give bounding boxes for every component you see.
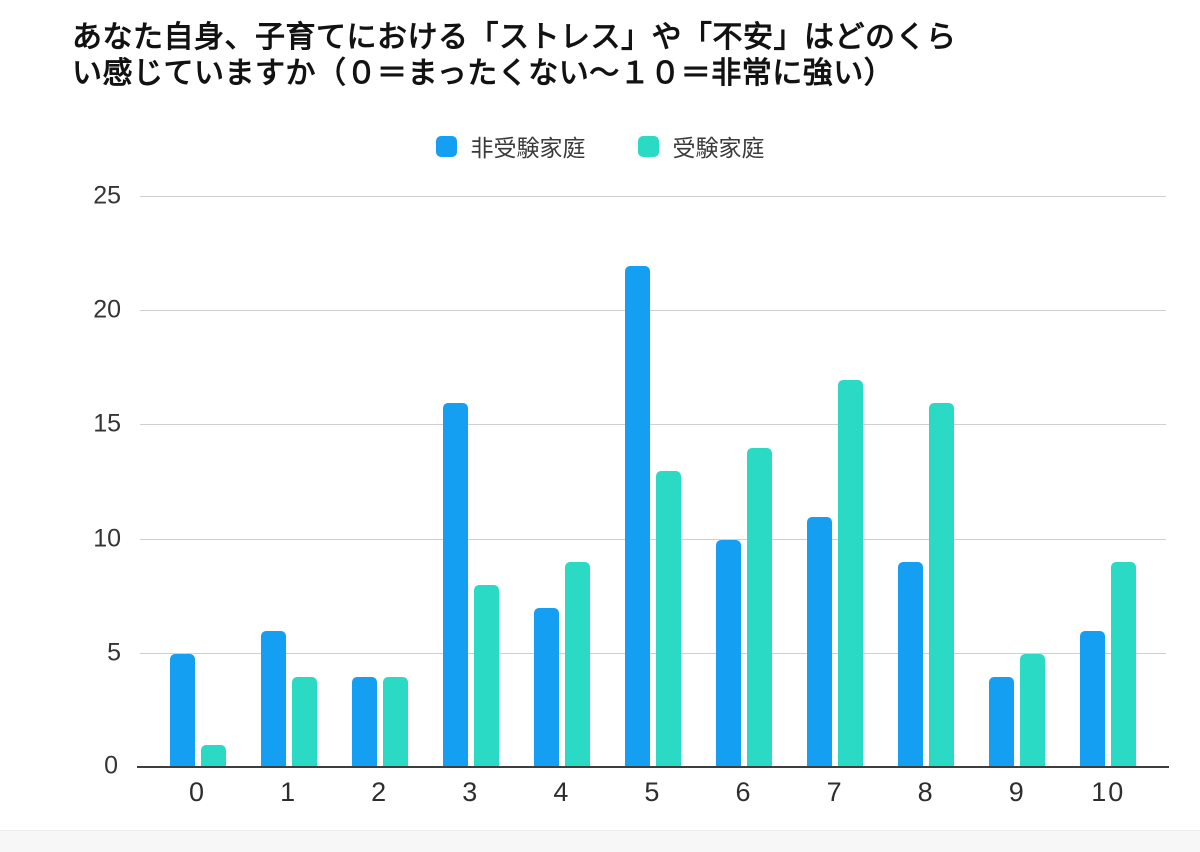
bar-group-5: 5 [624,197,681,807]
xtick-label-3: 3 [462,777,480,807]
xtick-label-8: 8 [917,777,935,807]
xtick-label-7: 7 [826,777,844,807]
ytick-label-25: 25 [93,181,121,210]
bar-非受験家庭-4[interactable] [533,608,559,768]
ytick-label-0: 0 [104,751,118,780]
gridline-5: 5 [107,638,1166,666]
bar-非受験家庭-0[interactable] [169,653,195,768]
ytick-label-5: 5 [107,638,121,667]
bar-受験家庭-5[interactable] [655,471,681,768]
bar-非受験家庭-9[interactable] [989,676,1015,768]
bar-group-3: 3 [442,197,499,807]
bar-受験家庭-6[interactable] [747,448,772,768]
bar-受験家庭-7[interactable] [838,379,864,768]
xtick-label-4: 4 [553,777,571,807]
bar-group-8: 8 [898,197,955,807]
xtick-label-2: 2 [371,777,389,807]
xtick-label-10: 10 [1091,777,1126,807]
legend-item-non-exam: 非受験家庭 [435,129,586,163]
gridline-15: 15 [93,410,1166,438]
bar-非受験家庭-8[interactable] [898,562,924,768]
gridline-10: 10 [93,524,1166,552]
bar-受験家庭-1[interactable] [291,676,317,768]
bar-group-2: 2 [351,197,408,807]
gridline-25: 25 [93,182,1166,210]
bar-非受験家庭-3[interactable] [442,402,468,768]
bar-受験家庭-0[interactable] [200,745,226,768]
chart-title: あなた自身、子育てにおける「ストレス」や「不安」はどのくら い感じていますか（０… [72,20,1152,92]
bar-group-7: 7 [807,197,864,807]
legend-label: 受験家庭 [672,135,765,161]
footer-strip [0,830,1200,852]
gridline-20: 20 [93,296,1166,324]
xtick-label-1: 1 [280,777,298,807]
chart-legend: 非受験家庭 受験家庭 [0,129,1200,163]
bar-非受験家庭-5[interactable] [624,265,650,768]
bar-受験家庭-10[interactable] [1111,562,1137,768]
bar-受験家庭-4[interactable] [564,562,590,768]
chart-title-line2: い感じていますか（０＝まったくない〜１０＝非常に強い） [72,57,895,90]
xtick-label-9: 9 [1008,777,1026,807]
ytick-label-20: 20 [93,295,121,324]
ytick-label-10: 10 [93,524,121,553]
bar-group-4: 4 [533,197,590,807]
legend-label: 非受験家庭 [470,135,586,161]
ytick-label-15: 15 [93,409,121,438]
bar-受験家庭-9[interactable] [1020,653,1046,768]
legend-swatch-blue-icon [435,135,457,157]
bar-group-10: 10 [1080,197,1137,807]
legend-item-exam: 受験家庭 [637,129,765,163]
bar-非受験家庭-7[interactable] [807,516,833,768]
bar-row: 0 1 2 3 4 5 6 7 8 9 10 [140,197,1166,807]
bar-受験家庭-8[interactable] [929,402,955,768]
xtick-label-0: 0 [189,777,207,807]
bar-group-0: 0 [169,197,226,807]
bar-group-9: 9 [989,197,1046,807]
x-axis-line: 0 [104,752,1169,780]
bar-受験家庭-3[interactable] [473,585,499,768]
xtick-label-6: 6 [735,777,753,807]
bar-非受験家庭-2[interactable] [351,676,377,768]
chart-title-line1: あなた自身、子育てにおける「ストレス」や「不安」はどのくら [72,21,957,54]
bar-group-1: 1 [260,197,317,807]
bar-非受験家庭-1[interactable] [260,630,286,768]
xtick-label-5: 5 [644,777,662,807]
bar-group-6: 6 [716,197,772,807]
bar-非受験家庭-6[interactable] [716,539,741,768]
bar-非受験家庭-10[interactable] [1080,630,1106,768]
bar-受験家庭-2[interactable] [382,676,408,768]
plot-area: 0 1 2 3 4 5 6 7 8 9 10 0 5 10 15 20 25 [93,182,1169,807]
legend-swatch-teal-icon [637,135,659,157]
